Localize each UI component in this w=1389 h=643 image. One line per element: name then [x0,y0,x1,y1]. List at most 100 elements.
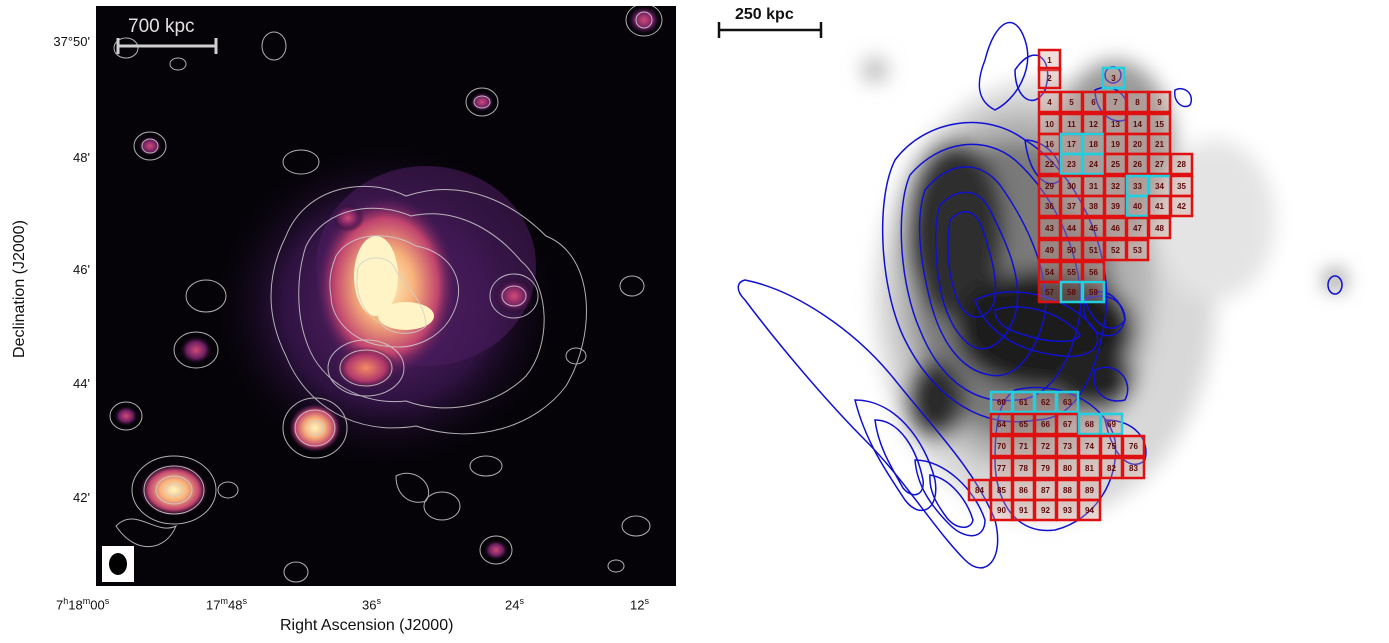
region-label: 51 [1089,246,1098,255]
region-label: 40 [1133,202,1142,211]
region-box: 89 [1077,478,1102,502]
region-box: 73 [1055,434,1080,458]
region-label: 85 [997,486,1006,495]
region-box: 87 [1033,478,1058,502]
region-box: 28 [1169,152,1194,176]
region-box: 37 [1059,194,1084,218]
region-box: 65 [1011,412,1036,436]
region-label: 86 [1019,486,1028,495]
y-tick-label: 44' [73,376,90,391]
region-box: 75 [1099,434,1124,458]
region-label: 27 [1155,160,1164,169]
region-box: 35 [1169,174,1194,198]
region-box-outline [1101,66,1126,90]
region-label: 55 [1067,268,1076,277]
scalebar-label: 700 kpc [128,16,195,37]
region-box: 92 [1033,498,1058,522]
y-tick-label: 46' [73,262,90,277]
region-box: 67 [1055,412,1080,436]
region-label: 31 [1089,182,1098,191]
region-label: 43 [1045,224,1054,233]
region-box-outline [1099,412,1124,436]
region-box: 38 [1081,194,1106,218]
region-box: 66 [1033,412,1058,436]
region-box-outline [1081,280,1106,304]
region-label: 33 [1133,182,1142,191]
y-axis-title: Declination (J2000) [11,220,28,358]
region-box-outline [1121,456,1146,480]
region-box: 7 [1103,90,1128,114]
region-box: 79 [1033,456,1058,480]
region-box: 14 [1125,112,1150,136]
region-box: 76 [1121,434,1146,458]
x-tick-label: 7h18m00s [56,596,110,613]
region-label: 3 [1111,74,1116,83]
region-box: 5 [1059,90,1084,114]
region-label: 77 [997,464,1006,473]
region-box-outline [1125,238,1150,262]
region-label: 28 [1177,160,1186,169]
region-label: 39 [1111,202,1120,211]
region-box: 69 [1099,412,1124,436]
region-box-outline [1147,90,1172,114]
region-label: 74 [1085,442,1094,451]
region-box: 32 [1103,174,1128,198]
region-label: 52 [1111,246,1120,255]
region-box: 25 [1103,152,1128,176]
region-label: 59 [1089,288,1098,297]
region-label: 53 [1133,246,1142,255]
region-box: 86 [1011,478,1036,502]
region-box: 93 [1055,498,1080,522]
region-label: 34 [1155,182,1164,191]
region-label: 46 [1111,224,1120,233]
region-label: 6 [1091,98,1096,107]
region-box: 91 [1011,498,1036,522]
region-label: 7 [1113,98,1118,107]
region-box: 55 [1059,260,1084,284]
region-label: 20 [1133,140,1142,149]
region-box-outline [1077,498,1102,522]
region-label: 49 [1045,246,1054,255]
region-box: 61 [1011,390,1036,414]
region-box-outline [1147,216,1172,240]
region-label: 62 [1041,398,1050,407]
region-box: 59 [1081,280,1106,304]
region-label: 29 [1045,182,1054,191]
region-label: 5 [1069,98,1074,107]
region-box: 45 [1081,216,1106,240]
region-label: 83 [1129,464,1138,473]
region-label: 76 [1129,442,1138,451]
region-box: 48 [1147,216,1172,240]
region-box: 15 [1147,112,1172,136]
region-label: 9 [1157,98,1162,107]
region-label: 93 [1063,506,1072,515]
region-label: 68 [1085,420,1094,429]
region-label: 26 [1133,160,1142,169]
region-box: 60 [989,390,1014,414]
region-box: 52 [1103,238,1128,262]
region-box: 82 [1099,456,1124,480]
region-label: 67 [1063,420,1072,429]
region-label: 25 [1111,160,1120,169]
region-box: 70 [989,434,1014,458]
region-box: 81 [1077,456,1102,480]
region-box: 74 [1077,434,1102,458]
region-box: 31 [1081,174,1106,198]
region-box: 88 [1055,478,1080,502]
region-box-outline [1121,434,1146,458]
region-box: 71 [1011,434,1036,458]
region-box: 44 [1059,216,1084,240]
region-label: 24 [1089,160,1098,169]
region-box: 64 [989,412,1014,436]
region-label: 88 [1063,486,1072,495]
region-label: 47 [1133,224,1142,233]
region-label: 71 [1019,442,1028,451]
region-label: 30 [1067,182,1076,191]
region-label: 91 [1019,506,1028,515]
region-label: 23 [1067,160,1076,169]
region-label: 60 [997,398,1006,407]
region-box: 33 [1125,174,1150,198]
region-box: 43 [1037,216,1062,240]
region-label: 14 [1133,120,1142,129]
